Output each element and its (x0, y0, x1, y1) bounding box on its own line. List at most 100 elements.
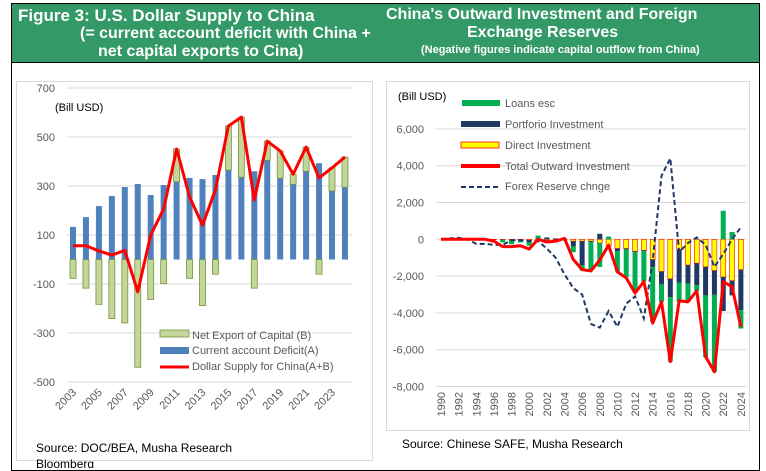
bar-current-account (134, 184, 141, 260)
legend-label: Direct Investment (505, 140, 591, 152)
y-tick-label: 4,000 (396, 161, 424, 173)
bar-net-export (147, 259, 155, 300)
left-chart-frame (16, 81, 373, 461)
right-title: China's Outward Investment and Foreign (386, 6, 698, 23)
bar-net-export (186, 259, 193, 279)
bar-portfolio-investment (579, 241, 585, 266)
y-tick-label: 2,000 (396, 198, 424, 210)
bar-loans (500, 239, 506, 243)
bar-loans (623, 249, 629, 278)
bar-loans (650, 266, 656, 323)
legend-label: Total Outward Investment (505, 161, 630, 173)
bar-loans (738, 310, 744, 329)
y-tick-label: -2,000 (393, 271, 424, 283)
bar-loans (535, 235, 541, 240)
bar-portfolio-investment (588, 241, 594, 243)
bar-direct-investment (623, 239, 630, 249)
bar-net-export (82, 259, 90, 289)
bar-portfolio-investment (623, 248, 629, 250)
bar-current-account (225, 170, 232, 260)
bar-loans (570, 246, 576, 253)
bar-loans (694, 285, 700, 291)
bar-current-account (121, 186, 128, 260)
bar-portfolio-investment (614, 248, 620, 252)
bar-loans (703, 295, 709, 358)
bar-direct-investment (614, 239, 621, 249)
x-tick-label: 2013 (183, 387, 209, 413)
x-tick-label: 2008 (595, 392, 607, 416)
bar-direct-investment (588, 239, 594, 242)
bar-current-account (173, 181, 180, 260)
bar-loans (685, 283, 691, 302)
bar-direct-investment (579, 239, 585, 242)
bar-portfolio-investment (570, 241, 576, 247)
bar-loans (711, 294, 717, 372)
y-tick-label: -8,000 (393, 382, 424, 394)
right-chart-frame (386, 81, 750, 431)
bar-portfolio-investment (553, 238, 559, 240)
y-tick-label: 0 (418, 234, 424, 246)
bar-loans (667, 297, 673, 362)
bar-net-export (341, 156, 349, 188)
x-tick-label: 2019 (261, 387, 287, 413)
bar-current-account (82, 217, 89, 260)
bar-loans (659, 284, 664, 302)
bar-current-account (108, 196, 115, 260)
x-tick-label: 2014 (648, 392, 660, 416)
right-subtitle: (Negative figures indicate capital outfl… (421, 44, 700, 56)
legend-label: Current account Deficit(A) (192, 345, 319, 357)
x-tick-label: 2018 (683, 392, 695, 416)
y-tick-label: -4,000 (393, 308, 424, 320)
x-tick-label: 2017 (235, 387, 261, 413)
x-tick-label: 1990 (436, 392, 448, 416)
bar-loans (509, 239, 515, 245)
x-tick-label: 2003 (53, 387, 79, 413)
bar-net-export (250, 259, 258, 289)
bar-net-export (121, 259, 129, 324)
bar-portfolio-investment (738, 269, 744, 311)
y-unit-label: (Bill USD) (55, 102, 103, 114)
bar-portfolio-investment (711, 270, 717, 295)
legend-label: Net Export of Capital (B) (192, 330, 311, 342)
x-tick-label: 2015 (209, 387, 235, 413)
bar-net-export (108, 259, 116, 319)
bar-current-account (199, 179, 206, 260)
bar-current-account (251, 171, 258, 260)
x-tick-label: 2006 (577, 392, 589, 416)
x-tick-label: 2016 (665, 392, 677, 416)
y-tick-label: -100 (33, 279, 55, 291)
bar-portfolio-investment (632, 251, 638, 253)
left-title-line2: (= current account deficit with China + (80, 25, 371, 42)
bar-current-account (238, 177, 245, 260)
x-tick-label: 2004 (559, 392, 571, 416)
bar-net-export (95, 259, 103, 305)
bar-net-export (160, 259, 168, 284)
bar-current-account (70, 226, 76, 260)
line-total-outward-investment (441, 236, 743, 374)
bar-net-export (315, 259, 323, 275)
bar-loans (641, 251, 647, 282)
y-unit-label: (Bill USD) (398, 91, 446, 103)
left-title: Figure 3: U.S. Dollar Supply to China (18, 6, 315, 25)
bar-loans (526, 240, 532, 246)
bar-net-export (69, 259, 77, 279)
bar-portfolio-investment (641, 250, 647, 252)
bar-current-account (186, 177, 193, 260)
y-tick-label: 300 (37, 181, 55, 193)
bar-portfolio-investment (597, 233, 603, 240)
bar-direct-investment (570, 239, 577, 242)
y-tick-label: -500 (33, 377, 55, 389)
y-tick-label: -6,000 (393, 345, 424, 357)
bar-current-account (277, 178, 284, 260)
bar-direct-investment (693, 239, 700, 264)
x-tick-label: 1998 (507, 392, 519, 416)
left-header: Figure 3: U.S. Dollar Supply to China (=… (12, 4, 383, 63)
bar-net-export (289, 173, 297, 185)
y-tick-label: 6,000 (396, 124, 424, 136)
legend-swatch-net-export (159, 329, 190, 338)
bar-direct-investment (641, 239, 647, 251)
x-tick-label: 1992 (454, 392, 466, 416)
y-tick-label: -300 (33, 328, 55, 340)
left-source-bloomberg: Bloomberg (36, 457, 95, 468)
